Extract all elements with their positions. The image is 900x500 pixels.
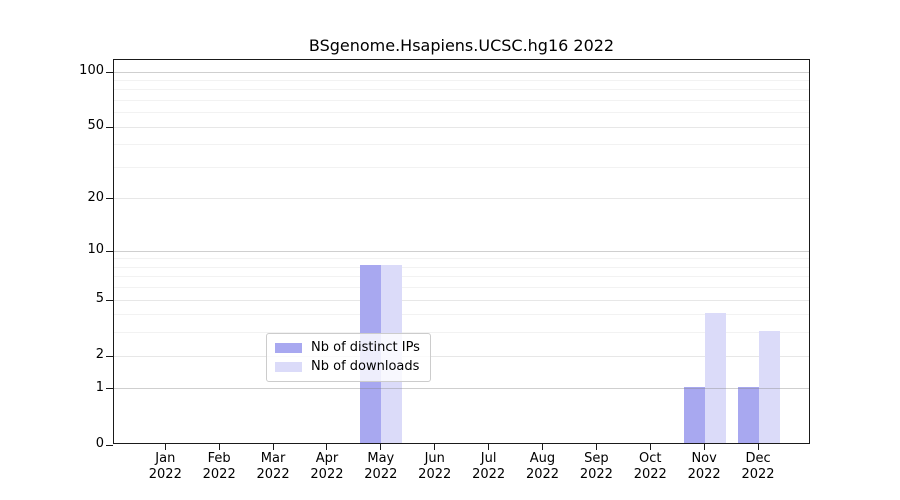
gridline-minor bbox=[114, 144, 809, 146]
gridline-minor bbox=[114, 332, 809, 334]
x-tick-mark bbox=[595, 444, 597, 450]
gridline-major bbox=[114, 126, 809, 128]
y-tick-mark bbox=[106, 71, 113, 73]
x-tick-mark bbox=[703, 444, 705, 450]
x-tick-year: 2022 bbox=[148, 467, 182, 482]
gridline-minor bbox=[114, 99, 809, 101]
x-tick-mark bbox=[326, 444, 328, 450]
x-tick-year: 2022 bbox=[256, 467, 290, 482]
x-tick-mark bbox=[272, 444, 274, 450]
gridline-minor bbox=[114, 79, 809, 81]
bar-distinct-ips bbox=[683, 386, 705, 443]
chart-title: BSgenome.Hsapiens.UCSC.hg16 2022 bbox=[308, 36, 615, 55]
gridline-minor bbox=[114, 314, 809, 316]
x-tick-year: 2022 bbox=[310, 467, 344, 482]
bar-distinct-ips bbox=[737, 386, 759, 443]
x-tick-year: 2022 bbox=[525, 467, 560, 482]
y-tick-mark bbox=[106, 388, 113, 390]
x-tick-month: Feb bbox=[207, 451, 231, 466]
x-tick-year: 2022 bbox=[418, 467, 452, 482]
x-tick-label: May 2022 bbox=[353, 451, 409, 483]
x-tick-label: Sep 2022 bbox=[568, 451, 624, 483]
x-tick-month: Jan bbox=[155, 451, 176, 466]
x-tick-month: May bbox=[367, 451, 395, 466]
gridline-minor bbox=[114, 89, 809, 91]
y-tick-mark bbox=[106, 355, 113, 357]
y-tick-mark bbox=[106, 198, 113, 200]
x-tick-year: 2022 bbox=[687, 467, 721, 482]
y-tick-mark bbox=[106, 299, 113, 301]
x-tick-mark bbox=[434, 444, 436, 450]
x-tick-month: Nov bbox=[691, 451, 717, 466]
x-tick-month: Sep bbox=[584, 451, 609, 466]
x-tick-mark bbox=[488, 444, 490, 450]
gridline-major bbox=[114, 299, 809, 301]
y-tick-mark bbox=[106, 126, 113, 128]
x-tick-year: 2022 bbox=[633, 467, 667, 482]
x-tick-label: Apr 2022 bbox=[299, 451, 355, 483]
x-tick-mark bbox=[218, 444, 220, 450]
x-tick-year: 2022 bbox=[579, 467, 613, 482]
x-tick-month: Jul bbox=[480, 451, 497, 466]
x-tick-mark bbox=[380, 444, 382, 450]
x-tick-month: Aug bbox=[529, 451, 556, 466]
x-tick-year: 2022 bbox=[472, 467, 506, 482]
x-tick-mark bbox=[649, 444, 651, 450]
x-tick-year: 2022 bbox=[741, 467, 775, 482]
legend-label-distinct-ips: Nb of distinct IPs bbox=[311, 340, 420, 355]
bar-downloads bbox=[704, 312, 726, 443]
x-tick-mark bbox=[164, 444, 166, 450]
x-tick-year: 2022 bbox=[202, 467, 236, 482]
plot-area bbox=[106, 59, 810, 446]
gridline-decade bbox=[114, 250, 809, 252]
legend-label-downloads: Nb of downloads bbox=[311, 359, 420, 374]
gridline-decade bbox=[114, 388, 809, 390]
y-tick-label: 2 bbox=[95, 347, 104, 363]
gridline-minor bbox=[114, 266, 809, 268]
x-tick-month: Oct bbox=[639, 451, 662, 466]
y-tick-mark bbox=[106, 444, 113, 446]
gridline-decade bbox=[114, 71, 809, 73]
gridline-minor bbox=[114, 287, 809, 289]
gridline-minor bbox=[114, 112, 809, 114]
legend-swatch-distinct-ips bbox=[275, 343, 302, 353]
y-tick-label: 0 bbox=[95, 436, 104, 451]
legend-entry-downloads: Nb of downloads bbox=[275, 359, 420, 375]
y-tick-label: 100 bbox=[79, 63, 104, 78]
x-tick-month: Apr bbox=[315, 451, 339, 466]
x-tick-label: Jan 2022 bbox=[137, 451, 193, 483]
gridline-major bbox=[114, 355, 809, 357]
x-tick-label: Feb 2022 bbox=[191, 451, 247, 483]
gridline-minor bbox=[114, 276, 809, 278]
bar-downloads bbox=[758, 330, 780, 443]
x-tick-label: Jun 2022 bbox=[407, 451, 463, 483]
x-tick-label: Jul 2022 bbox=[461, 451, 517, 483]
x-tick-label: Aug 2022 bbox=[514, 451, 570, 483]
gridline-minor bbox=[114, 258, 809, 260]
y-tick-label: 50 bbox=[87, 118, 104, 134]
y-tick-label: 20 bbox=[87, 189, 104, 205]
gridline-minor bbox=[114, 166, 809, 168]
legend-entry-distinct-ips: Nb of distinct IPs bbox=[275, 340, 420, 356]
x-tick-label: Nov 2022 bbox=[676, 451, 732, 483]
x-tick-month: Dec bbox=[745, 451, 771, 466]
gridline-major bbox=[114, 198, 809, 200]
x-tick-label: Oct 2022 bbox=[622, 451, 678, 483]
y-tick-label: 1 bbox=[95, 379, 104, 395]
x-tick-mark bbox=[757, 444, 759, 450]
y-tick-label: 5 bbox=[95, 291, 104, 307]
x-tick-month: Mar bbox=[260, 451, 286, 466]
x-tick-month: Jun bbox=[424, 451, 445, 466]
legend: Nb of distinct IPs Nb of downloads bbox=[266, 333, 431, 382]
x-tick-label: Mar 2022 bbox=[245, 451, 301, 483]
x-tick-label: Dec 2022 bbox=[730, 451, 786, 483]
y-tick-mark bbox=[106, 250, 113, 252]
x-tick-mark bbox=[541, 444, 543, 450]
y-tick-label: 10 bbox=[87, 242, 104, 258]
x-tick-year: 2022 bbox=[364, 467, 398, 482]
legend-swatch-downloads bbox=[275, 362, 302, 372]
